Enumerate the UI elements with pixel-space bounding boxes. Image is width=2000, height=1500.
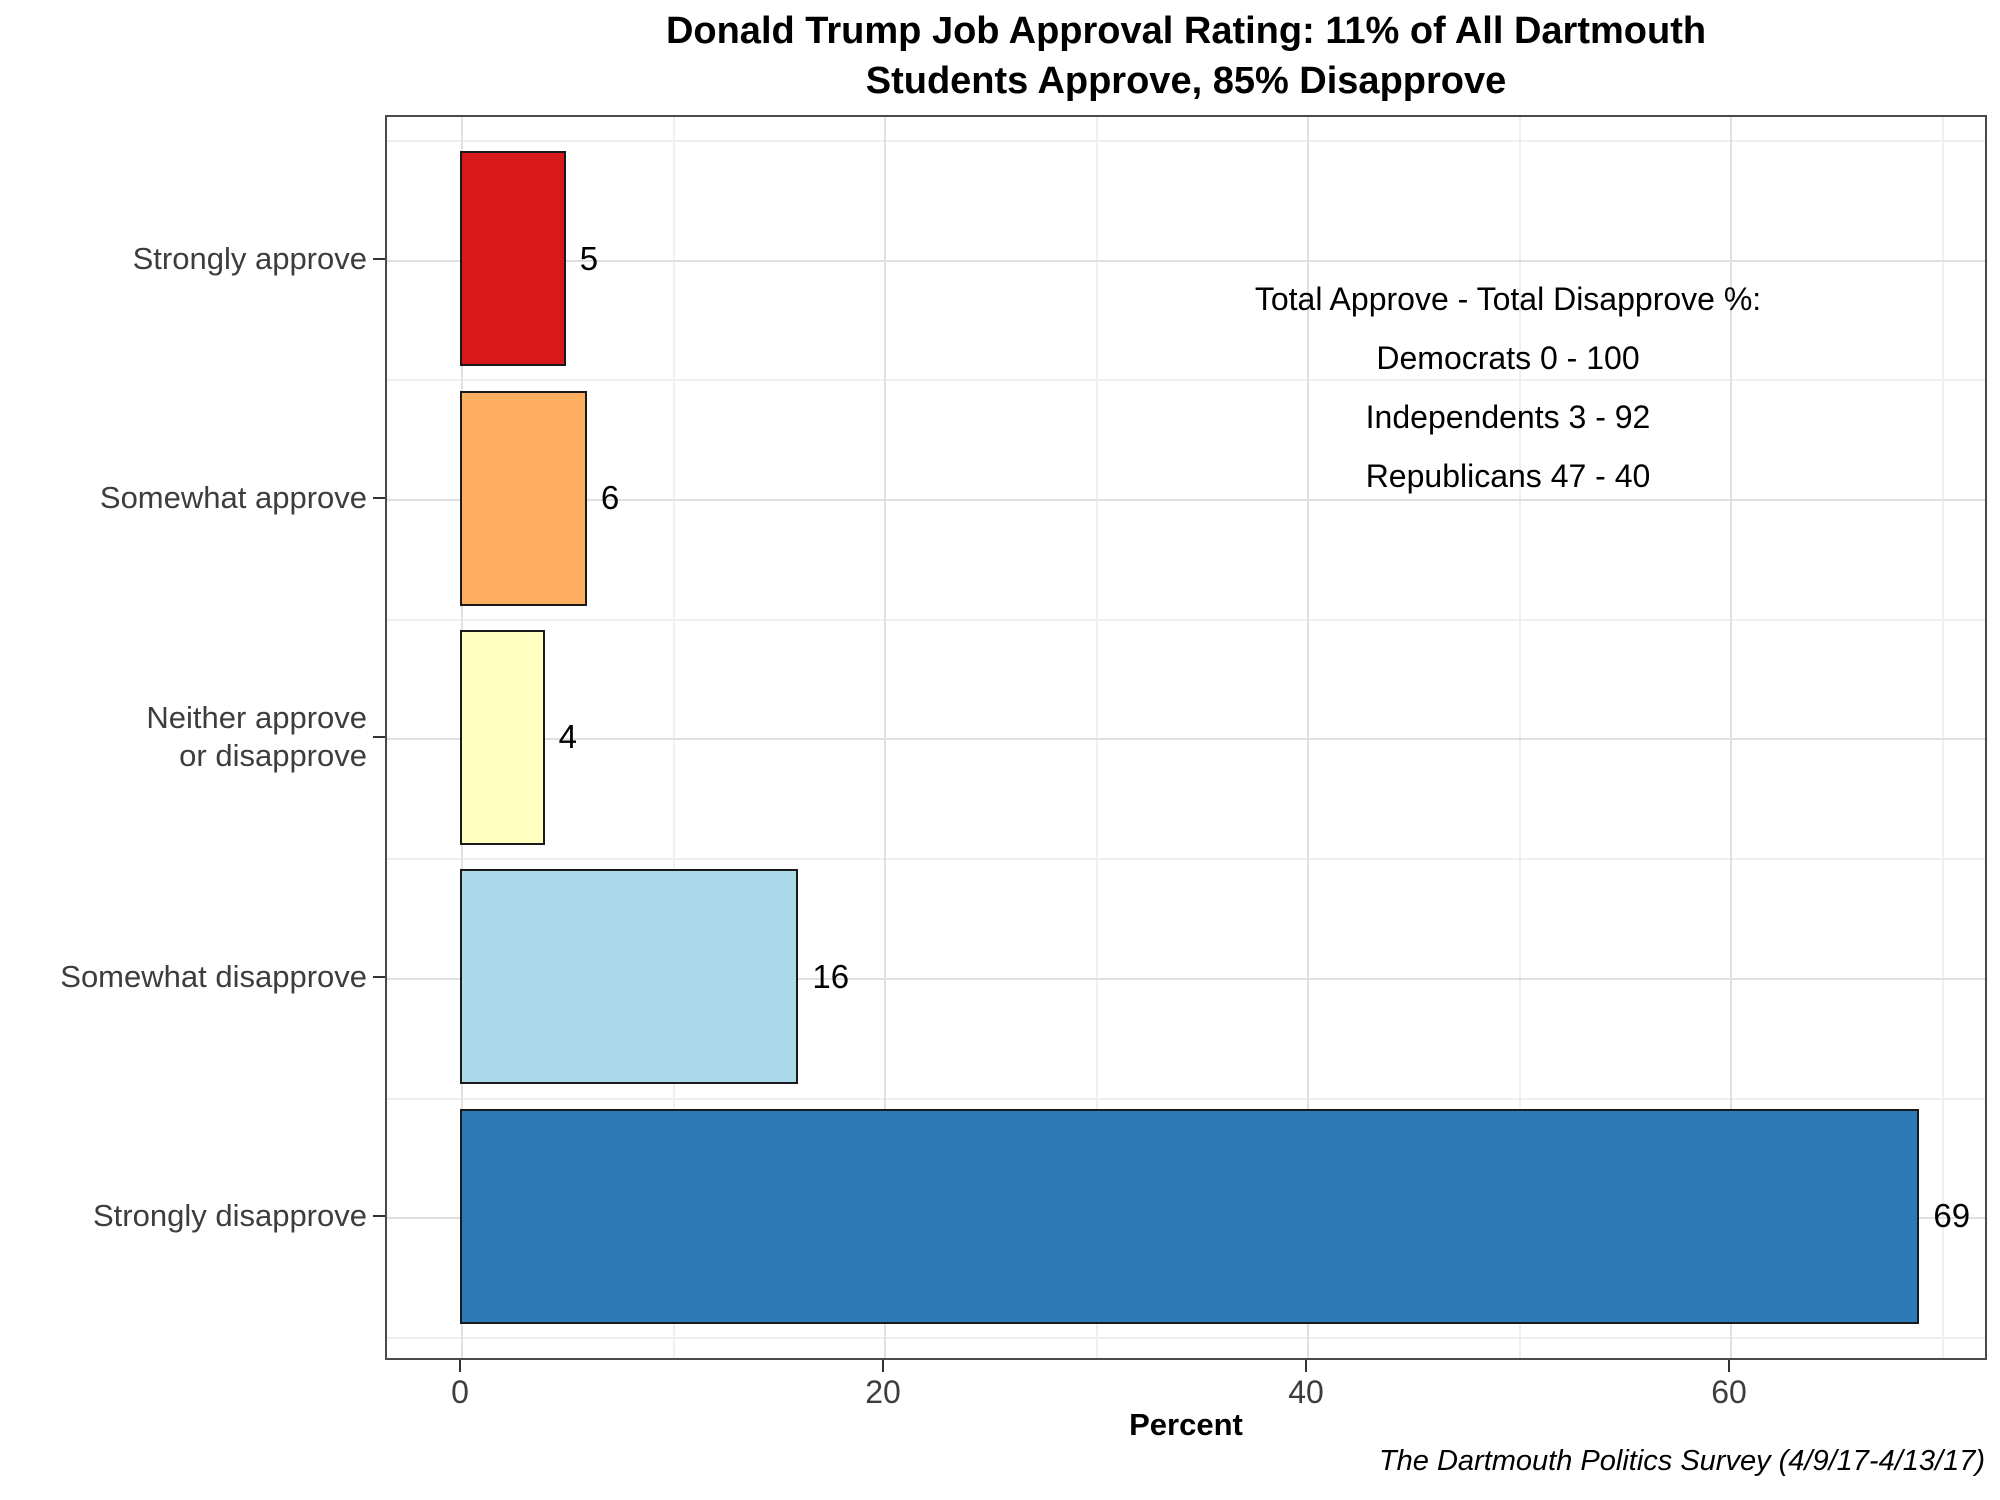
- bar-value-label: 4: [558, 718, 577, 756]
- bar: [460, 1108, 1919, 1324]
- y-gridline-minor: [387, 1097, 1985, 1100]
- bar: [460, 151, 566, 367]
- bar-value-label: 5: [579, 239, 599, 277]
- x-gridline-major: [884, 117, 886, 1358]
- bar: [460, 869, 798, 1085]
- chart-title-line1: Donald Trump Job Approval Rating: 11% of…: [665, 10, 1707, 52]
- chart-title: Donald Trump Job Approval Rating: 11% of…: [385, 6, 1987, 106]
- y-tick-mark: [373, 1215, 385, 1218]
- x-tick-label: 60: [1711, 1374, 1747, 1410]
- x-tick-label: 0: [451, 1374, 469, 1410]
- bar-value-label: 16: [812, 957, 850, 995]
- x-gridline-minor: [1518, 117, 1521, 1358]
- x-gridline-major: [1307, 117, 1309, 1358]
- y-category-label: Somewhat approve: [99, 480, 367, 515]
- y-category-label: Neither approve or disapprove: [146, 700, 367, 774]
- x-tick-mark: [882, 1360, 884, 1372]
- y-tick-mark: [373, 736, 385, 739]
- annotation-block: Total Approve - Total Disapprove %: Demo…: [1255, 270, 1761, 506]
- bar: [460, 390, 587, 606]
- y-tick-mark: [373, 975, 385, 978]
- y-gridline-minor: [387, 858, 1985, 861]
- x-tick-mark: [1305, 1360, 1307, 1372]
- x-tick-label: 20: [865, 1374, 901, 1410]
- x-tick-mark: [1728, 1360, 1730, 1372]
- bar-value-label: 6: [600, 479, 620, 516]
- x-axis-title: Percent: [1129, 1407, 1243, 1442]
- bar-value-label: 69: [1933, 1197, 1971, 1235]
- y-gridline-major: [387, 977, 1985, 980]
- y-tick-mark: [373, 257, 385, 260]
- x-gridline-minor: [1941, 117, 1944, 1358]
- annotation-line-independents: Independents 3 - 92: [1365, 399, 1651, 435]
- annotation-heading: Total Approve - Total Disapprove %:: [1254, 281, 1762, 317]
- annotation-line-republicans: Republicans 47 - 40: [1365, 458, 1651, 494]
- y-gridline-major: [387, 738, 1985, 741]
- chart-title-line2: Students Approve, 85% Disapprove: [865, 60, 1507, 102]
- annotation-line-democrats: Democrats 0 - 100: [1376, 340, 1640, 376]
- y-gridline-major: [387, 259, 1985, 262]
- y-gridline-minor: [387, 379, 1985, 382]
- bar: [460, 629, 545, 845]
- y-category-label: Strongly disapprove: [93, 1198, 367, 1234]
- y-gridline-minor: [387, 139, 1985, 142]
- x-tick-mark: [459, 1360, 461, 1372]
- y-gridline-minor: [387, 1336, 1985, 1339]
- y-category-label: Somewhat disapprove: [60, 958, 367, 994]
- y-tick-mark: [373, 497, 385, 499]
- x-gridline-minor: [1095, 117, 1098, 1358]
- x-tick-label: 40: [1288, 1374, 1324, 1410]
- source-caption: The Dartmouth Politics Survey (4/9/17-4/…: [1378, 1445, 1985, 1477]
- y-gridline-major: [387, 499, 1985, 501]
- plot-panel: [385, 115, 1987, 1360]
- y-gridline-minor: [387, 618, 1985, 621]
- x-gridline-major: [1730, 117, 1732, 1358]
- y-category-label: Strongly approve: [132, 240, 367, 276]
- x-gridline-minor: [672, 117, 675, 1358]
